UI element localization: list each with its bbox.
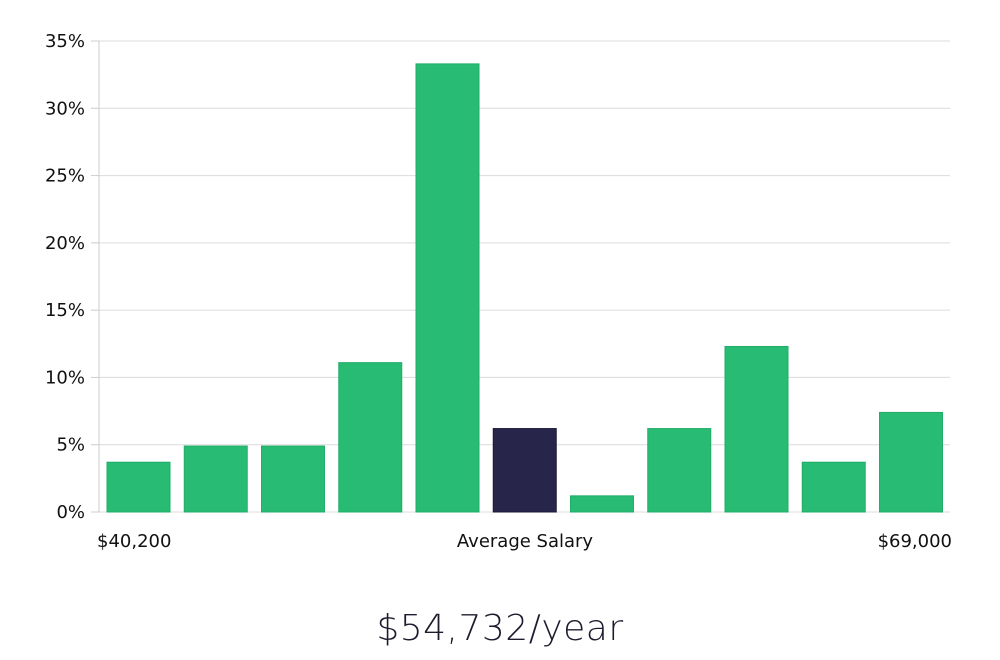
y-tick-label: 15% xyxy=(45,300,85,321)
grid-lines xyxy=(99,40,950,513)
x-label-min: $40,200 xyxy=(97,531,171,552)
bar xyxy=(724,345,789,513)
bar xyxy=(801,461,866,513)
y-tick-label: 0% xyxy=(56,502,85,523)
y-tick-label: 35% xyxy=(45,31,85,52)
y-tick-label: 20% xyxy=(45,233,85,254)
bar xyxy=(415,63,480,513)
y-tick-label: 5% xyxy=(56,435,85,456)
average-salary-headline: $54,732/year xyxy=(376,608,624,649)
bar xyxy=(183,445,248,513)
bar-average-salary xyxy=(492,428,557,513)
bar xyxy=(647,428,712,513)
bar xyxy=(879,411,943,513)
bar xyxy=(106,461,171,513)
y-tick-label: 30% xyxy=(45,98,85,119)
salary-histogram: 0% 5% 10% 15% 20% 25% 30% 35% $40,200 Average S… xyxy=(45,31,952,552)
bar xyxy=(261,445,325,513)
bar xyxy=(570,495,634,513)
x-axis: $40,200 Average Salary $69,000 xyxy=(97,531,952,552)
x-label-average: Average Salary xyxy=(457,531,594,552)
y-tick-label: 10% xyxy=(45,367,85,388)
bar xyxy=(338,362,403,513)
y-axis: 0% 5% 10% 15% 20% 25% 30% 35% xyxy=(45,31,100,523)
y-tick-label: 25% xyxy=(45,166,85,187)
bars xyxy=(106,63,943,513)
x-label-max: $69,000 xyxy=(878,531,952,552)
